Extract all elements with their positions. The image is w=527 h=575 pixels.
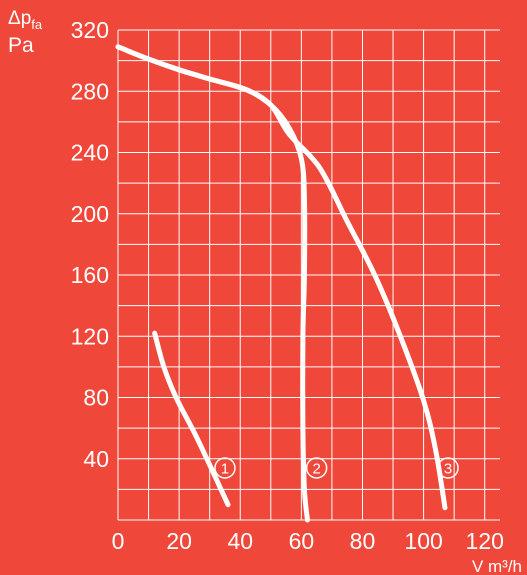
y-axis-label-main: Δp xyxy=(8,8,31,29)
y-tick-label: 120 xyxy=(71,323,109,349)
tick-labels: 0 20 40 60 80 100 120 40 80 120 160 200 240 280 320 xyxy=(71,17,504,554)
x-tick-label: 100 xyxy=(404,528,442,554)
curve-3-marker-circle xyxy=(437,457,459,479)
curve-2-marker-circle xyxy=(305,457,328,479)
y-tick-label: 240 xyxy=(71,140,109,166)
curve-1 xyxy=(152,330,231,508)
y-tick-label: 280 xyxy=(71,78,109,104)
x-tick-label: 80 xyxy=(350,528,376,554)
grid xyxy=(117,29,500,521)
y-tick-label: 40 xyxy=(83,446,109,472)
curve-2-marker-label: 2 xyxy=(312,460,320,477)
y-axis-label-sub: fa xyxy=(31,17,43,32)
curves xyxy=(115,44,448,523)
curve-markers: 1 2 3 xyxy=(214,457,459,479)
y-tick-label: 80 xyxy=(83,385,109,411)
curve-1-marker-label: 1 xyxy=(221,460,229,477)
y-tick-label: 320 xyxy=(71,17,109,43)
curve-1-marker-circle xyxy=(214,457,236,479)
y-axis-unit: Pa xyxy=(8,34,34,57)
y-tick-label: 160 xyxy=(71,262,109,288)
x-tick-label: 0 xyxy=(112,528,125,554)
y-axis-label: Δpfa xyxy=(8,8,43,32)
x-tick-label: 20 xyxy=(166,528,192,554)
y-tick-label: 200 xyxy=(71,201,109,227)
curve-3 xyxy=(115,44,448,511)
curve-3-marker-label: 3 xyxy=(444,460,452,477)
x-axis-label: V m³/h xyxy=(472,557,522,575)
x-tick-label: 120 xyxy=(466,528,504,554)
x-tick-label: 60 xyxy=(289,528,315,554)
x-tick-label: 40 xyxy=(227,528,253,554)
